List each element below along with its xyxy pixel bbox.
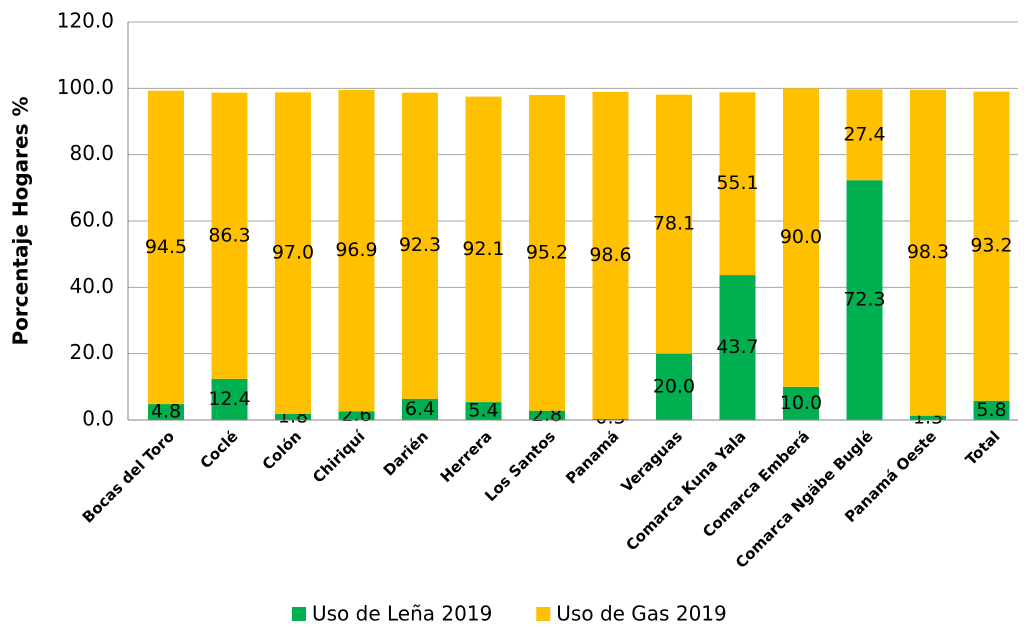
bar-segment [275, 92, 311, 415]
data-label: 20.0 [653, 375, 695, 397]
bar-segment [783, 386, 819, 420]
y-tick-label: 120.0 [57, 9, 114, 33]
data-label: 4.8 [151, 401, 181, 423]
y-tick-label: 0.0 [82, 407, 114, 431]
x-tick-label: Chiriquí [309, 427, 369, 487]
legend-label: Uso de Leña 2019 [312, 602, 492, 626]
data-label: 5.8 [976, 399, 1006, 421]
x-tick-label: Coclé [197, 427, 242, 472]
data-label: 55.1 [716, 172, 758, 194]
data-label: 98.6 [589, 244, 631, 266]
legend-swatch [292, 607, 306, 621]
x-tick-label: Darién [380, 427, 432, 479]
bar-segment [465, 96, 502, 403]
data-label: 95.2 [526, 241, 568, 263]
bar-segment [719, 92, 756, 276]
y-tick-label: 80.0 [69, 141, 114, 165]
data-label: 72.3 [843, 289, 885, 311]
x-tick-label: Veraguas [617, 427, 686, 496]
bar-segment [148, 404, 184, 420]
x-tick-label: Comarca Kuna Yala [622, 427, 749, 554]
bar-segment [592, 91, 629, 420]
data-label: 93.2 [970, 235, 1012, 257]
x-tick-label: Comarca Emberá [699, 427, 813, 541]
bar-segment [402, 92, 438, 399]
bar-segment [973, 91, 1010, 401]
x-tick-label: Bocas del Toro [79, 427, 178, 526]
data-label: 94.5 [145, 236, 187, 258]
data-label: 6.4 [405, 398, 435, 420]
data-label: 92.3 [399, 234, 441, 256]
legend-label: Uso de Gas 2019 [556, 602, 726, 626]
bar-segment [973, 400, 1010, 420]
data-label: 98.3 [907, 241, 949, 263]
x-tick-label: Total [962, 427, 1004, 469]
data-label: 43.7 [716, 336, 758, 358]
data-label: 90.0 [780, 226, 822, 248]
y-tick-label: 100.0 [57, 75, 114, 99]
data-label: 5.4 [468, 400, 498, 422]
data-label: 78.1 [653, 213, 695, 235]
y-tick-label: 20.0 [69, 340, 114, 364]
bar-segment [529, 410, 565, 420]
bar-segment [148, 90, 184, 405]
x-tick-label: Herrera [437, 427, 496, 486]
x-tick-label: Panamá [562, 427, 622, 487]
bar-segment [656, 353, 692, 420]
data-label: 97.0 [272, 242, 314, 264]
bar-segment [465, 402, 502, 420]
data-label: 27.4 [843, 123, 885, 145]
y-axis-title: Porcentaje Hogares % [9, 97, 33, 346]
bar-segment [402, 398, 438, 420]
data-label: 92.1 [462, 238, 504, 260]
bar-segment [656, 94, 692, 354]
bar-segment [783, 88, 819, 387]
data-label: 96.9 [335, 239, 377, 261]
bar-segment [211, 378, 248, 420]
y-tick-label: 60.0 [69, 208, 114, 232]
bar-segment [529, 94, 565, 411]
y-tick-label: 40.0 [69, 274, 114, 298]
legend-swatch [536, 607, 551, 621]
x-tick-label: Colón [259, 427, 305, 473]
data-label: 10.0 [780, 392, 822, 414]
bar-segment [338, 411, 375, 420]
bar-segment [846, 89, 883, 181]
data-label: 86.3 [208, 224, 250, 246]
bar-segment [719, 275, 756, 420]
bar-segment [846, 180, 883, 420]
bar-segment [338, 89, 375, 412]
bar-segment [910, 415, 946, 420]
bar-segment [275, 414, 311, 420]
data-label: 12.4 [208, 388, 250, 410]
bar-segment [910, 89, 946, 416]
bar-segment [211, 92, 248, 379]
